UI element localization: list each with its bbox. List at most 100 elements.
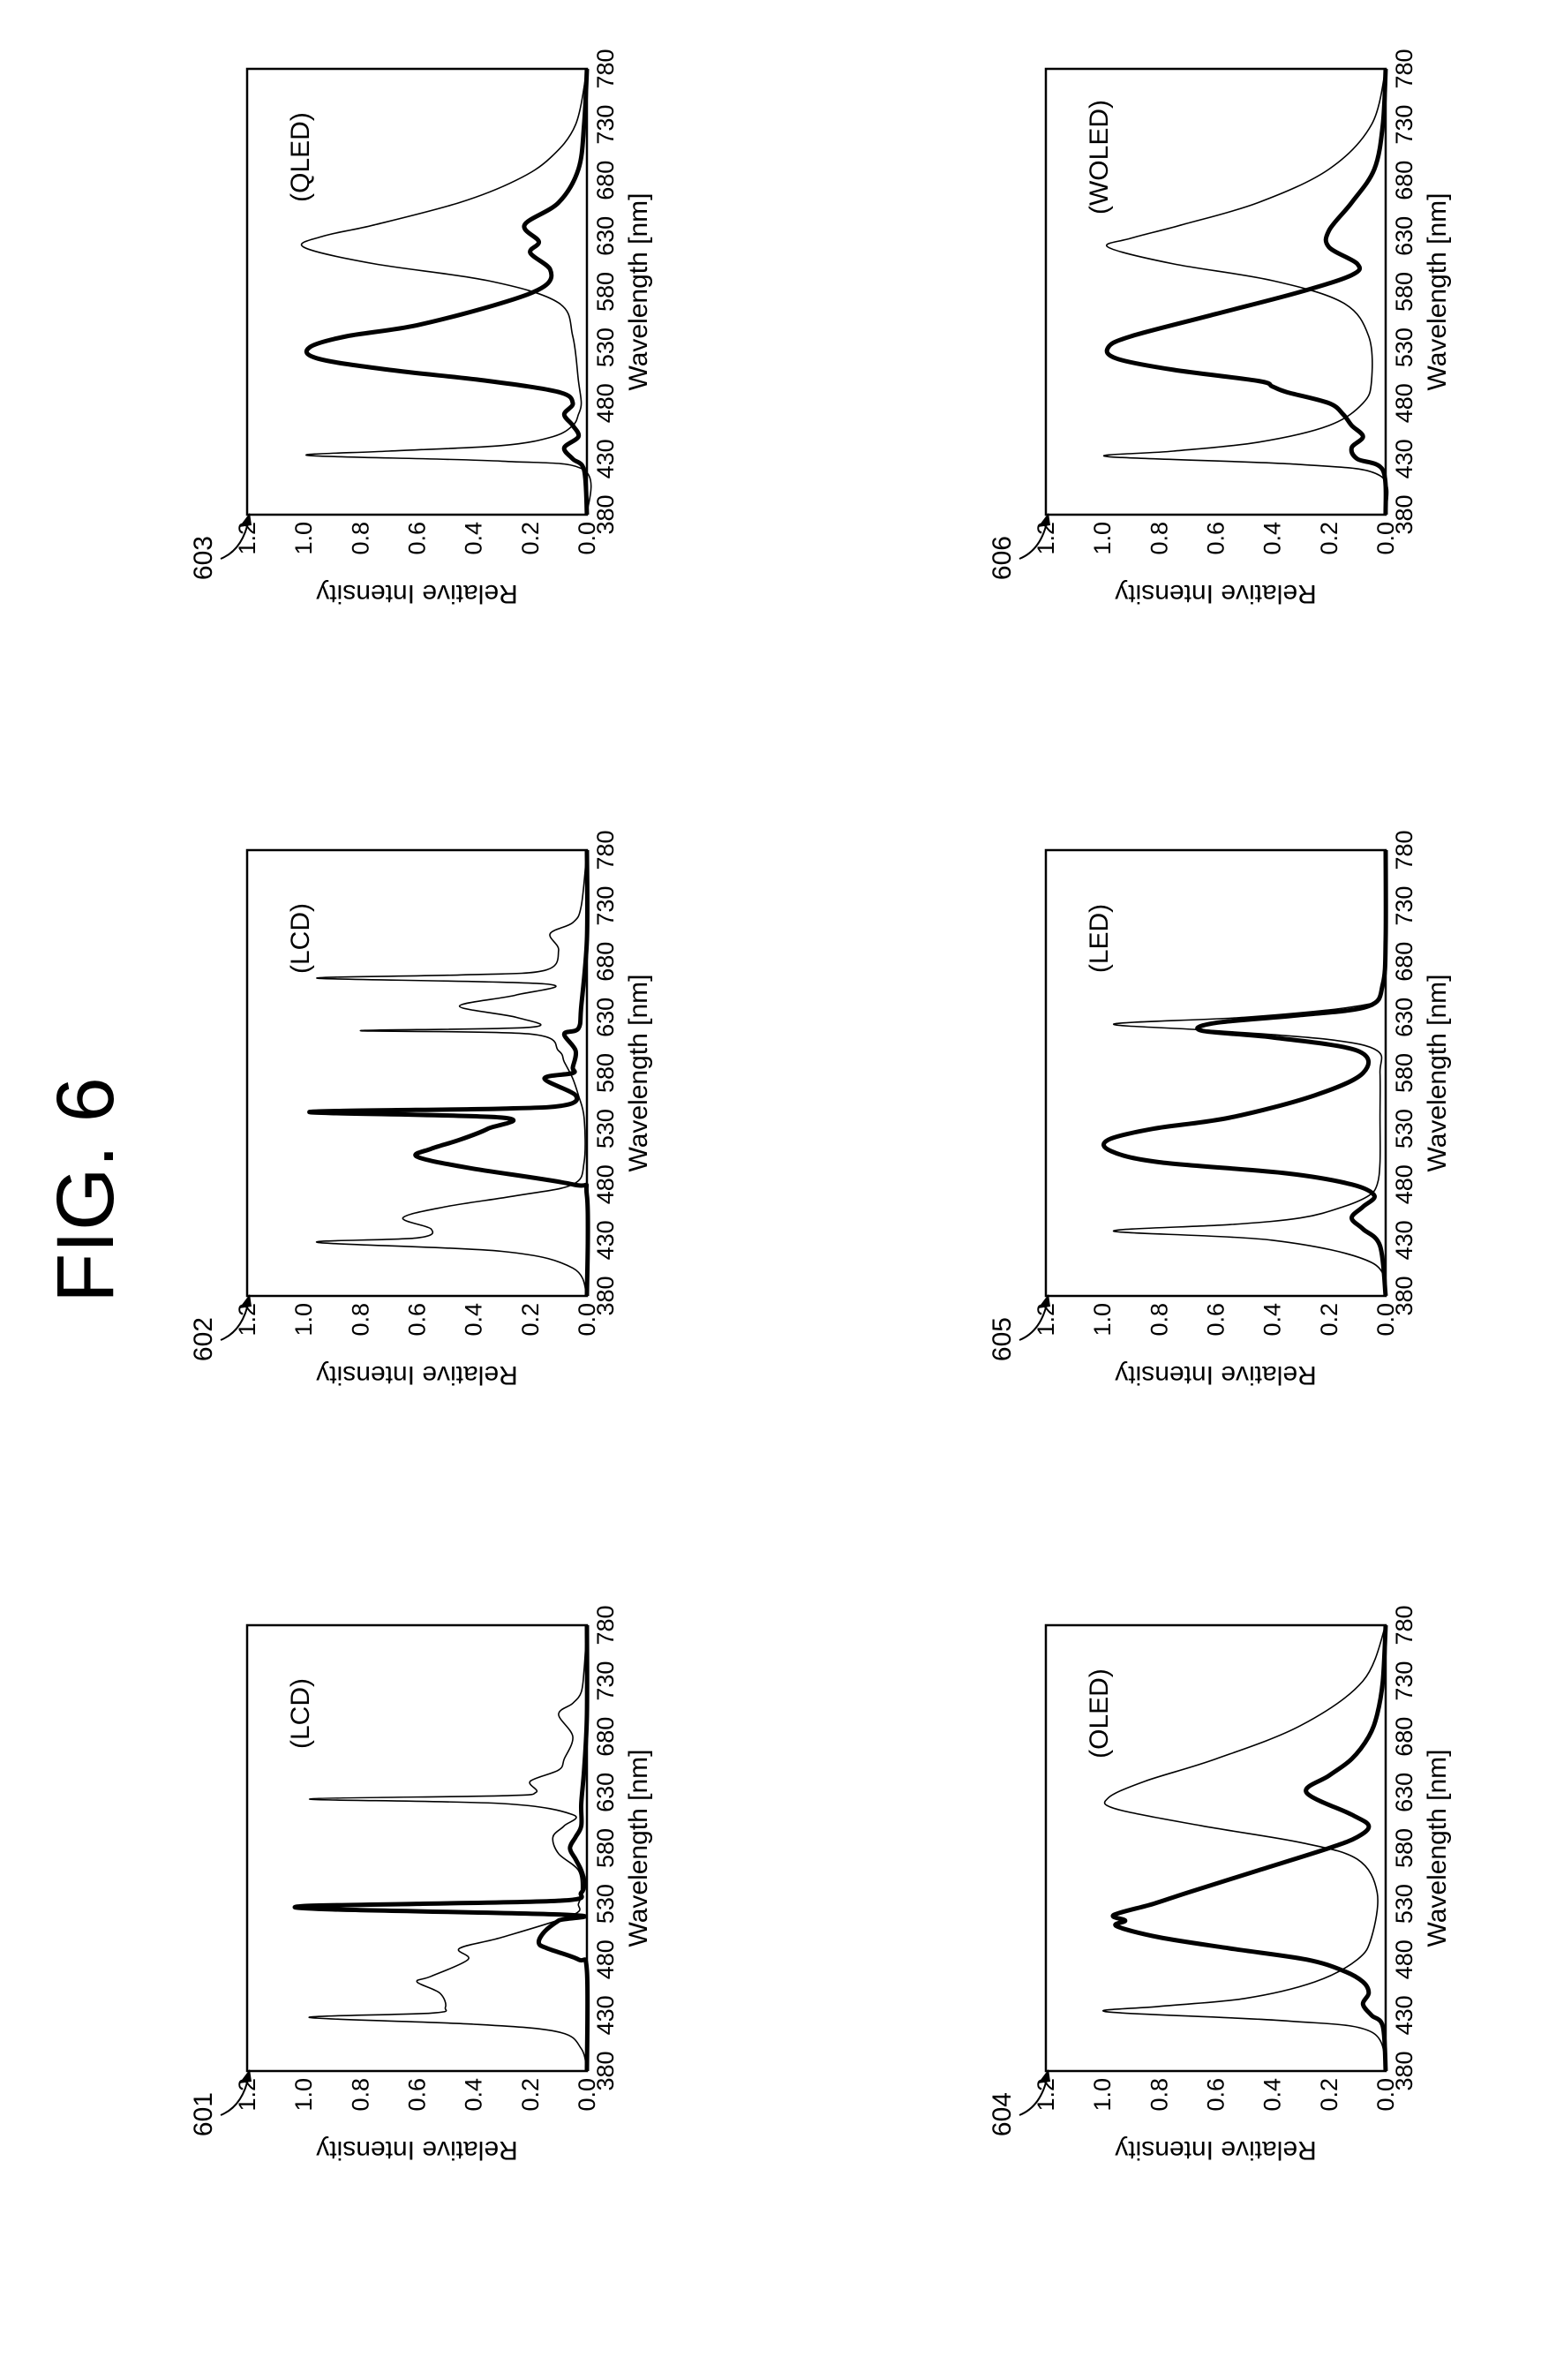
x-tick-label: 380 xyxy=(592,1276,619,1315)
reference-arrowhead xyxy=(239,513,252,527)
x-tick-label: 380 xyxy=(1391,1276,1417,1315)
y-tick-label: 0.8 xyxy=(347,522,373,555)
x-tick-label: 680 xyxy=(592,1717,619,1757)
x-tick-label: 780 xyxy=(592,49,619,88)
x-tick-label: 780 xyxy=(592,830,619,870)
x-tick-label: 380 xyxy=(592,2051,619,2090)
y-tick-label: 0.8 xyxy=(347,2078,373,2112)
x-tick-label: 430 xyxy=(1391,1995,1417,2035)
series-line-thin xyxy=(315,849,588,1297)
panel-display-label: (WOLED) xyxy=(1085,100,1114,215)
y-tick-label: 0.4 xyxy=(1259,2078,1286,2112)
plot-frame xyxy=(1044,67,1387,516)
y-tick-label: 1.0 xyxy=(1089,522,1116,555)
reference-arrowhead xyxy=(239,2069,252,2083)
y-tick-label: 0.2 xyxy=(517,522,544,555)
reference-numeral: 604 xyxy=(988,2092,1017,2136)
plot-frame xyxy=(245,848,589,1298)
reference-numeral: 602 xyxy=(189,1317,218,1361)
x-axis-label: Wavelength [nm] xyxy=(1423,1750,1452,1947)
y-tick-label: 0.6 xyxy=(404,522,431,555)
x-tick-label: 730 xyxy=(1391,105,1417,145)
x-tick-label: 630 xyxy=(1391,1773,1417,1812)
reference-numeral: 605 xyxy=(988,1317,1017,1361)
series-line-thick xyxy=(1104,68,1388,516)
series-line-thick xyxy=(307,849,590,1297)
x-tick-label: 780 xyxy=(1391,830,1417,870)
x-tick-label: 780 xyxy=(1391,49,1417,88)
plot-frame xyxy=(1044,848,1387,1298)
x-axis-label: Wavelength [nm] xyxy=(624,1750,653,1947)
x-tick-label: 730 xyxy=(592,105,619,145)
x-axis-label: Wavelength [nm] xyxy=(624,193,653,391)
y-tick-label: 0.0 xyxy=(574,1303,600,1337)
x-tick-label: 530 xyxy=(592,328,619,367)
y-tick-label: 0.4 xyxy=(461,2078,487,2112)
x-tick-label: 630 xyxy=(592,216,619,256)
y-tick-label: 0.6 xyxy=(404,2078,431,2112)
y-tick-label: 0.0 xyxy=(1372,1303,1399,1337)
x-tick-label: 380 xyxy=(1391,2051,1417,2090)
x-tick-label: 580 xyxy=(592,1053,619,1093)
y-tick-label: 0.6 xyxy=(1203,522,1229,555)
x-tick-label: 480 xyxy=(592,1164,619,1204)
y-tick-label: 0.4 xyxy=(1259,522,1286,555)
y-tick-label: 0.8 xyxy=(347,1303,373,1337)
reference-arrowhead xyxy=(1038,2069,1050,2083)
x-tick-label: 530 xyxy=(1391,1884,1417,1924)
x-axis-label: Wavelength [nm] xyxy=(624,975,653,1172)
reference-arrowhead xyxy=(239,1294,252,1308)
y-tick-label: 1.0 xyxy=(290,2078,317,2112)
series-line-thin xyxy=(1113,849,1387,1297)
plot-frame xyxy=(245,1623,589,2073)
x-tick-label: 580 xyxy=(592,1828,619,1868)
panel-display-label: (OLED) xyxy=(1085,1668,1114,1759)
x-tick-label: 580 xyxy=(1391,272,1417,312)
x-tick-label: 430 xyxy=(1391,1220,1417,1260)
x-tick-label: 530 xyxy=(592,1109,619,1149)
x-tick-label: 630 xyxy=(592,1773,619,1812)
reference-arrowhead xyxy=(1038,513,1050,527)
reference-numeral: 603 xyxy=(189,536,218,580)
x-tick-label: 580 xyxy=(592,272,619,312)
y-axis-label: Relative Intensity xyxy=(1115,579,1316,608)
x-tick-label: 730 xyxy=(1391,886,1417,926)
y-tick-label: 1.0 xyxy=(1089,2078,1116,2112)
y-tick-label: 0.2 xyxy=(517,1303,544,1337)
y-tick-label: 0.8 xyxy=(1146,1303,1172,1337)
x-tick-label: 580 xyxy=(1391,1828,1417,1868)
x-tick-label: 680 xyxy=(1391,1717,1417,1757)
y-tick-label: 0.8 xyxy=(1146,2078,1172,2112)
x-tick-label: 430 xyxy=(592,439,619,478)
y-tick-label: 1.0 xyxy=(290,522,317,555)
x-tick-label: 780 xyxy=(1391,1605,1417,1645)
y-tick-label: 1.0 xyxy=(290,1303,317,1337)
series-line-thin xyxy=(1102,68,1389,516)
panel-display-label: (QLED) xyxy=(286,112,315,202)
x-tick-label: 580 xyxy=(1391,1053,1417,1093)
x-tick-label: 530 xyxy=(592,1884,619,1924)
x-axis-label: Wavelength [nm] xyxy=(1423,193,1452,391)
y-tick-label: 0.2 xyxy=(1316,2078,1342,2112)
x-tick-label: 530 xyxy=(1391,328,1417,367)
y-axis-label: Relative Intensity xyxy=(316,579,517,608)
x-tick-label: 480 xyxy=(1391,383,1417,423)
x-tick-label: 480 xyxy=(1391,1164,1417,1204)
x-tick-label: 730 xyxy=(592,1661,619,1701)
y-tick-label: 0.4 xyxy=(1259,1303,1286,1337)
y-tick-label: 0.4 xyxy=(461,1303,487,1337)
x-tick-label: 730 xyxy=(1391,1661,1417,1701)
reference-numeral: 601 xyxy=(189,2092,218,2136)
x-tick-label: 780 xyxy=(592,1605,619,1645)
y-tick-label: 0.0 xyxy=(1372,522,1399,555)
panel-display-label: (LCD) xyxy=(286,1678,315,1749)
y-tick-label: 0.0 xyxy=(1372,2078,1399,2112)
y-tick-label: 0.6 xyxy=(404,1303,431,1337)
x-tick-label: 680 xyxy=(592,161,619,200)
x-tick-label: 730 xyxy=(592,886,619,926)
chart-panel-606: 380 430 480 530 580 630 680 730 780 0.0 0.2 0.4 0.6 0… xyxy=(988,49,1452,608)
x-tick-label: 380 xyxy=(592,494,619,534)
y-axis-label: Relative Intensity xyxy=(1115,1360,1316,1390)
x-tick-label: 630 xyxy=(1391,216,1417,256)
y-tick-label: 0.0 xyxy=(574,2078,600,2112)
